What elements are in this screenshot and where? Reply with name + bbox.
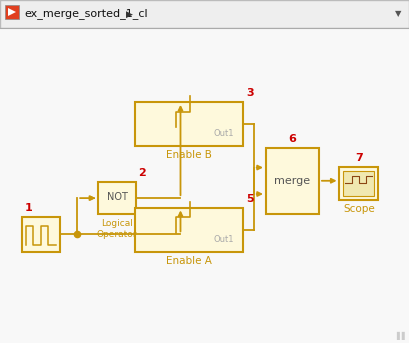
Bar	[5, 5, 19, 19]
Text: Enable B: Enable B	[166, 150, 212, 160]
Text: Scope: Scope	[343, 204, 375, 214]
Text: NOT: NOT	[106, 191, 128, 202]
Text: ▐▐: ▐▐	[393, 331, 405, 340]
Text: 5: 5	[246, 193, 254, 203]
Text: 1: 1	[25, 203, 32, 213]
Bar	[339, 167, 378, 200]
Bar	[344, 170, 374, 196]
Bar	[22, 217, 60, 252]
Text: Enable A: Enable A	[166, 256, 212, 265]
Bar	[135, 208, 243, 252]
Text: 3: 3	[246, 88, 254, 98]
Text: 7: 7	[355, 153, 363, 163]
Text: Out1: Out1	[213, 235, 234, 244]
Bar	[0, 0, 409, 28]
Text: merge: merge	[274, 176, 310, 186]
Text: Out1: Out1	[213, 129, 234, 138]
Text: ▼: ▼	[395, 10, 401, 19]
Text: 2: 2	[138, 168, 146, 178]
Text: ▶: ▶	[126, 10, 133, 19]
Text: ex_merge_sorted_1_cl: ex_merge_sorted_1_cl	[24, 9, 148, 20]
Polygon shape	[8, 8, 16, 16]
Bar	[135, 102, 243, 146]
Text: 6: 6	[288, 134, 297, 144]
Text: Logical
Operator: Logical Operator	[97, 219, 137, 239]
Bar	[98, 182, 136, 214]
Bar	[266, 148, 319, 214]
